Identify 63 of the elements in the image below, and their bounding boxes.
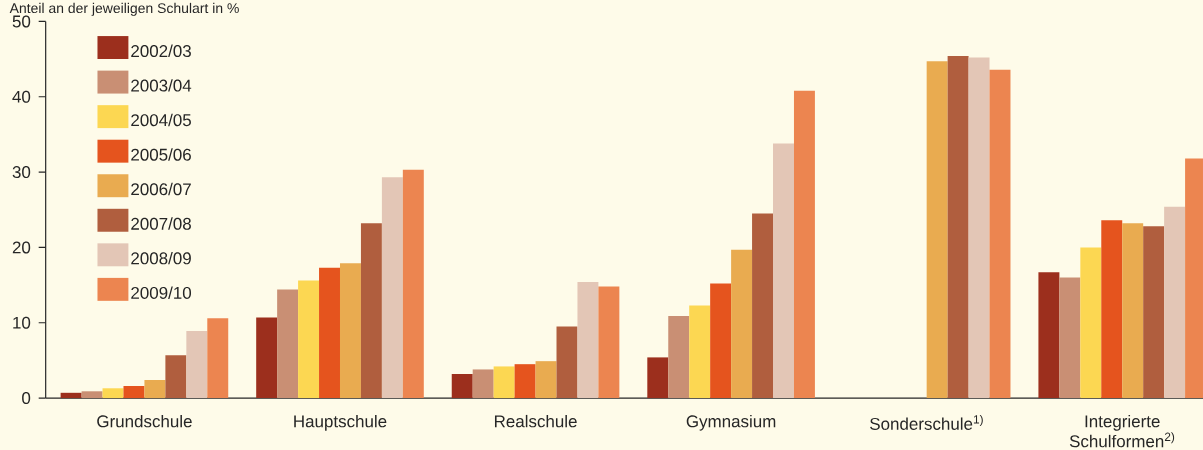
y-tick-label: 10 — [13, 316, 31, 329]
bar — [81, 391, 103, 399]
bar — [493, 366, 515, 399]
bar — [165, 355, 187, 399]
bar — [402, 169, 424, 399]
bar — [1080, 247, 1102, 399]
bar — [207, 318, 229, 399]
bar — [793, 90, 815, 399]
bar — [514, 364, 536, 399]
y-tick-label: 20 — [12, 241, 31, 254]
legend-label: 2004/05 — [131, 113, 191, 127]
bar — [60, 392, 82, 399]
legend-label: 2005/06 — [131, 148, 191, 161]
bar — [731, 249, 753, 399]
y-tick-label: 30 — [12, 166, 31, 179]
bar — [102, 388, 124, 399]
bar — [1122, 223, 1144, 399]
x-tick-label: Gymnasium — [686, 414, 776, 431]
bar — [472, 369, 494, 399]
bar — [947, 56, 969, 399]
legend-label: 2006/07 — [131, 182, 191, 196]
bar — [1059, 277, 1081, 399]
bar — [773, 143, 794, 399]
bar — [1101, 220, 1123, 399]
bar — [360, 223, 382, 399]
x-tick-label: Grundschule — [97, 414, 192, 428]
bar — [577, 282, 599, 399]
bar — [752, 213, 774, 399]
x-tick-label: Integrierte Schulformen$^{2)}$ — [1069, 414, 1175, 448]
bar — [381, 177, 403, 399]
bar — [926, 61, 948, 399]
y-tick-label: 0 — [22, 392, 31, 405]
bar — [598, 286, 620, 399]
bar — [123, 386, 145, 399]
legend-label: 2009/10 — [131, 286, 192, 299]
bar — [298, 280, 320, 399]
bar — [186, 331, 208, 399]
bar — [277, 289, 299, 399]
bar — [256, 317, 278, 399]
bar — [1143, 226, 1165, 399]
y-tick-label: 50 — [12, 15, 31, 28]
legend-label: 2003/04 — [131, 79, 192, 92]
legend-label: 2002/03 — [131, 44, 191, 58]
bar — [668, 315, 690, 399]
bar — [451, 373, 473, 399]
legend-label: 2008/09 — [131, 251, 191, 265]
bar — [968, 57, 990, 399]
bar — [319, 267, 340, 399]
x-tick-label: Hauptschule — [294, 414, 387, 431]
bar — [647, 357, 669, 399]
x-tick-label: Realschule — [494, 414, 577, 428]
bar — [989, 69, 1011, 399]
legend-label: 2007/08 — [131, 217, 191, 230]
bar — [710, 283, 732, 399]
bar — [689, 305, 711, 399]
bar — [556, 326, 578, 399]
bar — [339, 263, 361, 399]
bar — [144, 380, 166, 399]
y-tick-label: 40 — [12, 90, 31, 103]
x-tick-label: Sonderschule$^{1)}$ — [870, 414, 983, 430]
bar — [1038, 272, 1060, 399]
y-axis-title: Anteil an der jeweiligen Schulart in % — [9, 2, 239, 16]
bar — [535, 361, 557, 399]
